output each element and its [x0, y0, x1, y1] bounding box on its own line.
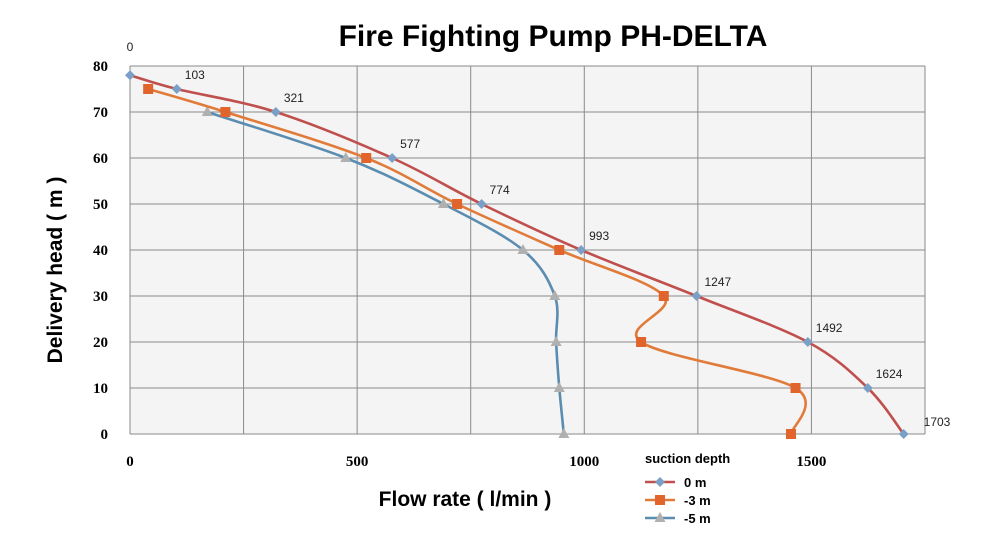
- data-point: [171, 84, 182, 94]
- y-tick-label: 40: [93, 243, 108, 259]
- x-tick-label: 0: [126, 454, 134, 470]
- data-label: 0: [127, 40, 134, 54]
- legend-marker: [655, 477, 665, 487]
- data-point: [361, 153, 372, 163]
- legend-label: -3 m: [684, 493, 711, 508]
- series-line: [129, 73, 905, 435]
- data-labels: 0 103 321 577 774 993 1247 1492 1624 1703: [127, 40, 951, 429]
- y-tick-labels: 0 10 20 30 40 50 60 70 80: [93, 59, 108, 443]
- data-point: [517, 244, 529, 254]
- data-point: [576, 245, 587, 255]
- legend-title: suction depth: [645, 451, 730, 466]
- y-tick-label: 60: [93, 151, 108, 167]
- data-point: [437, 198, 449, 208]
- y-axis-label: Delivery head ( m ): [44, 177, 67, 364]
- legend-item: -3 m: [645, 493, 711, 508]
- data-point: [550, 336, 562, 346]
- y-tick-label: 80: [93, 59, 108, 75]
- data-label: 103: [185, 68, 205, 82]
- data-point: [862, 383, 873, 393]
- data-point: [558, 428, 570, 438]
- series-5m-m: [201, 106, 570, 438]
- y-tick-label: 50: [93, 197, 108, 213]
- data-label: 577: [400, 137, 420, 151]
- y-tick-label: 20: [93, 335, 108, 351]
- series-0m-m: [125, 70, 909, 439]
- legend-label: 0 m: [684, 475, 706, 490]
- data-point: [785, 429, 796, 439]
- data-label: 993: [589, 229, 609, 243]
- data-label: 1703: [924, 415, 951, 429]
- data-point: [802, 337, 813, 347]
- series-3m-m: [143, 84, 807, 439]
- data-label: 1247: [704, 275, 731, 289]
- data-point: [143, 84, 154, 94]
- y-tick-label: 70: [93, 105, 108, 121]
- data-point: [387, 153, 398, 163]
- data-point: [691, 291, 702, 301]
- legend-label: -5 m: [684, 511, 711, 526]
- x-tick-label: 1000: [569, 454, 599, 470]
- x-tick-labels: 0 500 1000 1500: [126, 454, 826, 470]
- y-tick-label: 30: [93, 289, 108, 305]
- data-label: 1624: [876, 367, 903, 381]
- data-point: [554, 245, 565, 255]
- data-point: [201, 106, 213, 116]
- data-point: [658, 291, 669, 301]
- y-tick-label: 0: [101, 427, 109, 443]
- grid: [129, 65, 926, 435]
- data-point: [553, 382, 565, 392]
- legend-item: 0 m: [645, 475, 706, 490]
- data-label: 774: [490, 183, 510, 197]
- data-point: [340, 152, 352, 162]
- chart-title: Fire Fighting Pump PH-DELTA: [339, 20, 768, 53]
- y-tick-label: 10: [93, 381, 108, 397]
- data-point: [636, 337, 647, 347]
- data-point: [220, 107, 231, 117]
- x-axis-label: Flow rate ( l/min ): [379, 488, 552, 511]
- data-point: [790, 383, 801, 393]
- legend-item: -5 m: [645, 511, 711, 526]
- data-point: [898, 429, 909, 439]
- data-point: [549, 290, 561, 300]
- x-tick-label: 1500: [796, 454, 826, 470]
- data-point: [270, 107, 281, 117]
- series-lines: [125, 70, 909, 439]
- data-label: 1492: [816, 321, 843, 335]
- data-point: [125, 70, 135, 81]
- data-point: [476, 199, 487, 209]
- legend-marker: [654, 512, 666, 522]
- data-label: 321: [284, 91, 304, 105]
- data-point: [452, 199, 463, 209]
- legend: suction depth 0 m -3 m -5 m: [645, 451, 730, 526]
- legend-marker: [655, 495, 665, 505]
- x-tick-label: 500: [346, 454, 369, 470]
